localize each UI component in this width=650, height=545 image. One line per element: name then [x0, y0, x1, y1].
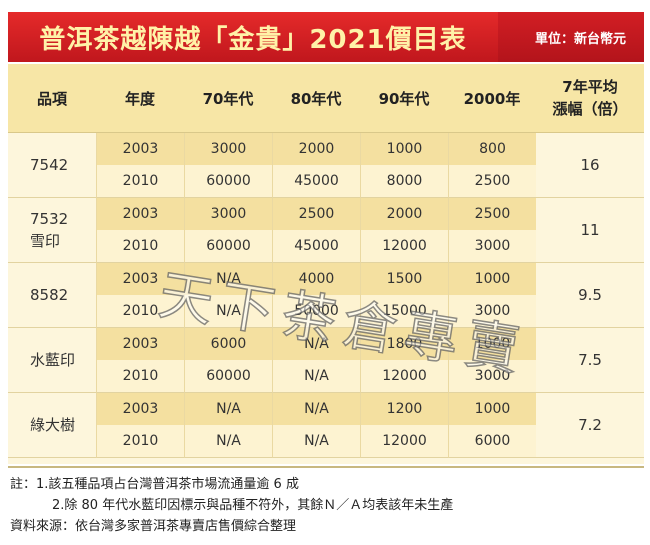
price-80s-cell: 45000 [272, 230, 360, 263]
item-name-sub: 雪印 [30, 232, 61, 250]
year-cell: 2003 [96, 133, 184, 165]
table-row: 水藍印 2003 6000 N/A 1800 1000 7.5 [8, 328, 644, 393]
price-80s-cell: 50000 [272, 295, 360, 328]
year-cell: 2003 [96, 198, 184, 230]
price-70s-cell: N/A [184, 295, 272, 328]
price-70s-cell: 60000 [184, 360, 272, 393]
header-2000: 2000年 [448, 64, 536, 133]
header-70s: 70年代 [184, 64, 272, 133]
price-70s-cell: N/A [184, 263, 272, 295]
year-cell: 2010 [96, 360, 184, 393]
item-name: 7532 [30, 210, 69, 228]
price-90s-cell: 2000 [360, 198, 448, 230]
year-cell: 2010 [96, 165, 184, 198]
price-90s-cell: 1000 [360, 133, 448, 165]
price-90s-cell: 12000 [360, 360, 448, 393]
item-name-cell: 水藍印 [8, 328, 96, 393]
price-90s-cell: 1500 [360, 263, 448, 295]
year-cell: 2010 [96, 295, 184, 328]
price-80s-cell: 2500 [272, 198, 360, 230]
item-name-cell: 7532 雪印 [8, 198, 96, 263]
currency-unit: 單位：新台幣元 [534, 32, 626, 47]
price-2000-cell: 1000 [448, 263, 536, 295]
footnotes: 註：1.該五種品項占台灣普洱茶市場流通量逾 6 成 2.除 80 年代水藍印因標… [10, 474, 640, 537]
item-name: 8582 [30, 286, 69, 304]
price-90s-cell: 12000 [360, 230, 448, 263]
price-90s-cell: 1800 [360, 328, 448, 360]
footnote-source: 資料來源：依台灣多家普洱茶專賣店售價綜合整理 [10, 519, 297, 534]
item-name-cell: 綠大樹 [8, 393, 96, 458]
header-avg-line1: 7年平均 [562, 78, 618, 96]
table-row: 2010 N/A N/A 12000 6000 [8, 425, 644, 458]
avg-increase-cell: 11 [536, 198, 644, 263]
year-cell: 2003 [96, 328, 184, 360]
item-name: 7542 [30, 156, 69, 174]
price-70s-cell: 6000 [184, 328, 272, 360]
avg-increase-cell: 16 [536, 133, 644, 198]
table-row: 2010 N/A 50000 15000 3000 [8, 295, 644, 328]
price-80s-cell: N/A [272, 360, 360, 393]
price-2000-cell: 6000 [448, 425, 536, 458]
price-2000-cell: 1000 [448, 393, 536, 425]
header-year: 年度 [96, 64, 184, 133]
year-cell: 2003 [96, 393, 184, 425]
item-name: 綠大樹 [30, 416, 76, 434]
footnote-1: 註：1.該五種品項占台灣普洱茶市場流通量逾 6 成 [10, 477, 299, 492]
header-avg-increase: 7年平均 漲幅（倍） [536, 64, 644, 133]
price-2000-cell: 2500 [448, 198, 536, 230]
avg-increase-cell: 7.5 [536, 328, 644, 393]
item-name-cell: 8582 [8, 263, 96, 328]
footer-divider [8, 466, 644, 468]
price-80s-cell: N/A [272, 328, 360, 360]
page-title: 普洱茶越陳越「金貴」2021價目表 [39, 24, 467, 55]
header-90s: 90年代 [360, 64, 448, 133]
price-2000-cell: 1000 [448, 328, 536, 360]
price-70s-cell: N/A [184, 393, 272, 425]
price-70s-cell: 3000 [184, 198, 272, 230]
price-70s-cell: N/A [184, 425, 272, 458]
price-2000-cell: 3000 [448, 295, 536, 328]
table-row: 綠大樹 2003 N/A N/A 1200 1000 7.2 [8, 393, 644, 458]
price-70s-cell: 60000 [184, 230, 272, 263]
avg-increase-cell: 9.5 [536, 263, 644, 328]
price-80s-cell: 4000 [272, 263, 360, 295]
header-row: 品項 年度 70年代 80年代 90年代 2000年 7年平均 漲幅（倍） [8, 64, 644, 133]
price-80s-cell: N/A [272, 393, 360, 425]
header-item: 品項 [8, 64, 96, 133]
table-row: 7532 雪印 2003 3000 2500 2000 2500 11 [8, 198, 644, 263]
table-row: 8582 2003 N/A 4000 1500 1000 9.5 [8, 263, 644, 328]
year-cell: 2003 [96, 263, 184, 295]
title-banner: 普洱茶越陳越「金貴」2021價目表 單位：新台幣元 [8, 12, 644, 62]
price-70s-cell: 3000 [184, 133, 272, 165]
price-90s-cell: 1200 [360, 393, 448, 425]
item-name: 水藍印 [30, 351, 76, 369]
table-row: 2010 60000 N/A 12000 3000 [8, 360, 644, 393]
table-row: 2010 60000 45000 8000 2500 [8, 165, 644, 198]
price-80s-cell: N/A [272, 425, 360, 458]
header-avg-line2: 漲幅（倍） [552, 100, 628, 118]
price-80s-cell: 45000 [272, 165, 360, 198]
price-2000-cell: 2500 [448, 165, 536, 198]
table-row: 2010 60000 45000 12000 3000 [8, 230, 644, 263]
year-cell: 2010 [96, 425, 184, 458]
avg-increase-cell: 7.2 [536, 393, 644, 458]
price-table-wrapper: 品項 年度 70年代 80年代 90年代 2000年 7年平均 漲幅（倍） 75 [8, 64, 644, 464]
footnote-2: 2.除 80 年代水藍印因標示與品種不符外，其餘Ｎ／Ａ均表該年未生產 [52, 498, 454, 513]
item-name-cell: 7542 [8, 133, 96, 198]
price-2000-cell: 800 [448, 133, 536, 165]
price-2000-cell: 3000 [448, 230, 536, 263]
price-80s-cell: 2000 [272, 133, 360, 165]
header-80s: 80年代 [272, 64, 360, 133]
price-2000-cell: 3000 [448, 360, 536, 393]
price-90s-cell: 8000 [360, 165, 448, 198]
year-cell: 2010 [96, 230, 184, 263]
price-90s-cell: 15000 [360, 295, 448, 328]
price-90s-cell: 12000 [360, 425, 448, 458]
title-area: 普洱茶越陳越「金貴」2021價目表 [8, 12, 498, 62]
price-table: 品項 年度 70年代 80年代 90年代 2000年 7年平均 漲幅（倍） 75 [8, 64, 644, 458]
table-row: 7542 2003 3000 2000 1000 800 16 [8, 133, 644, 198]
price-70s-cell: 60000 [184, 165, 272, 198]
